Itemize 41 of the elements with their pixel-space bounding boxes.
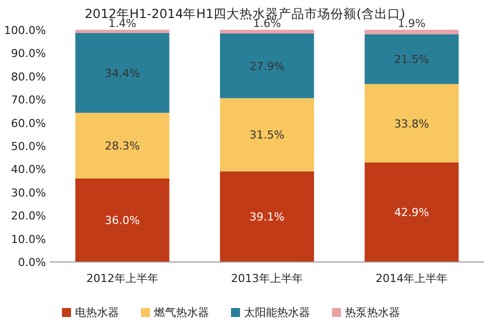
y-tick-label: 100.0% — [4, 24, 46, 37]
data-label: 1.4% — [108, 16, 136, 30]
data-label: 1.9% — [398, 16, 426, 30]
legend-label: 太阳能热水器 — [244, 306, 310, 319]
y-tick-label: 70.0% — [11, 94, 46, 107]
data-label: 34.4% — [104, 66, 140, 80]
data-label: 36.0% — [104, 214, 140, 228]
bar — [220, 171, 314, 262]
y-tick-label: 80.0% — [11, 70, 46, 84]
legend-label: 热泵热水器 — [345, 306, 400, 319]
legend-label: 电热水器 — [75, 306, 119, 319]
data-label: 21.5% — [394, 53, 430, 66]
y-tick-label: 90.0% — [11, 47, 46, 60]
x-tick-label: 2014年上半年 — [376, 272, 448, 285]
data-label: 42.9% — [394, 206, 430, 220]
bar — [75, 112, 170, 178]
bar — [364, 162, 459, 262]
bar — [364, 84, 459, 162]
bar — [75, 30, 170, 34]
y-tick-label: 40.0% — [11, 163, 46, 176]
y-tick-label: 50.0% — [11, 140, 46, 153]
data-label: 31.5% — [250, 128, 284, 142]
y-tick-label: 10.0% — [11, 232, 46, 246]
data-label: 28.3% — [104, 140, 140, 153]
bar — [220, 98, 314, 172]
bar — [75, 178, 170, 262]
x-tick-label: 2012年上半年 — [86, 272, 158, 285]
bar — [220, 33, 314, 98]
y-tick-label: 30.0% — [11, 186, 46, 200]
bar — [364, 34, 459, 84]
data-label: 27.9% — [250, 60, 284, 73]
bar — [364, 30, 459, 34]
legend-label: 燃气热水器 — [154, 306, 209, 319]
bar — [220, 30, 314, 34]
bar — [75, 33, 170, 113]
y-tick-label: 20.0% — [11, 210, 46, 223]
data-label: 33.8% — [394, 117, 430, 130]
x-tick-label: 2013年上半年 — [231, 272, 303, 285]
y-tick-label: 0.0% — [18, 256, 46, 269]
y-tick-label: 60.0% — [11, 116, 46, 130]
data-label: 39.1% — [250, 210, 284, 224]
